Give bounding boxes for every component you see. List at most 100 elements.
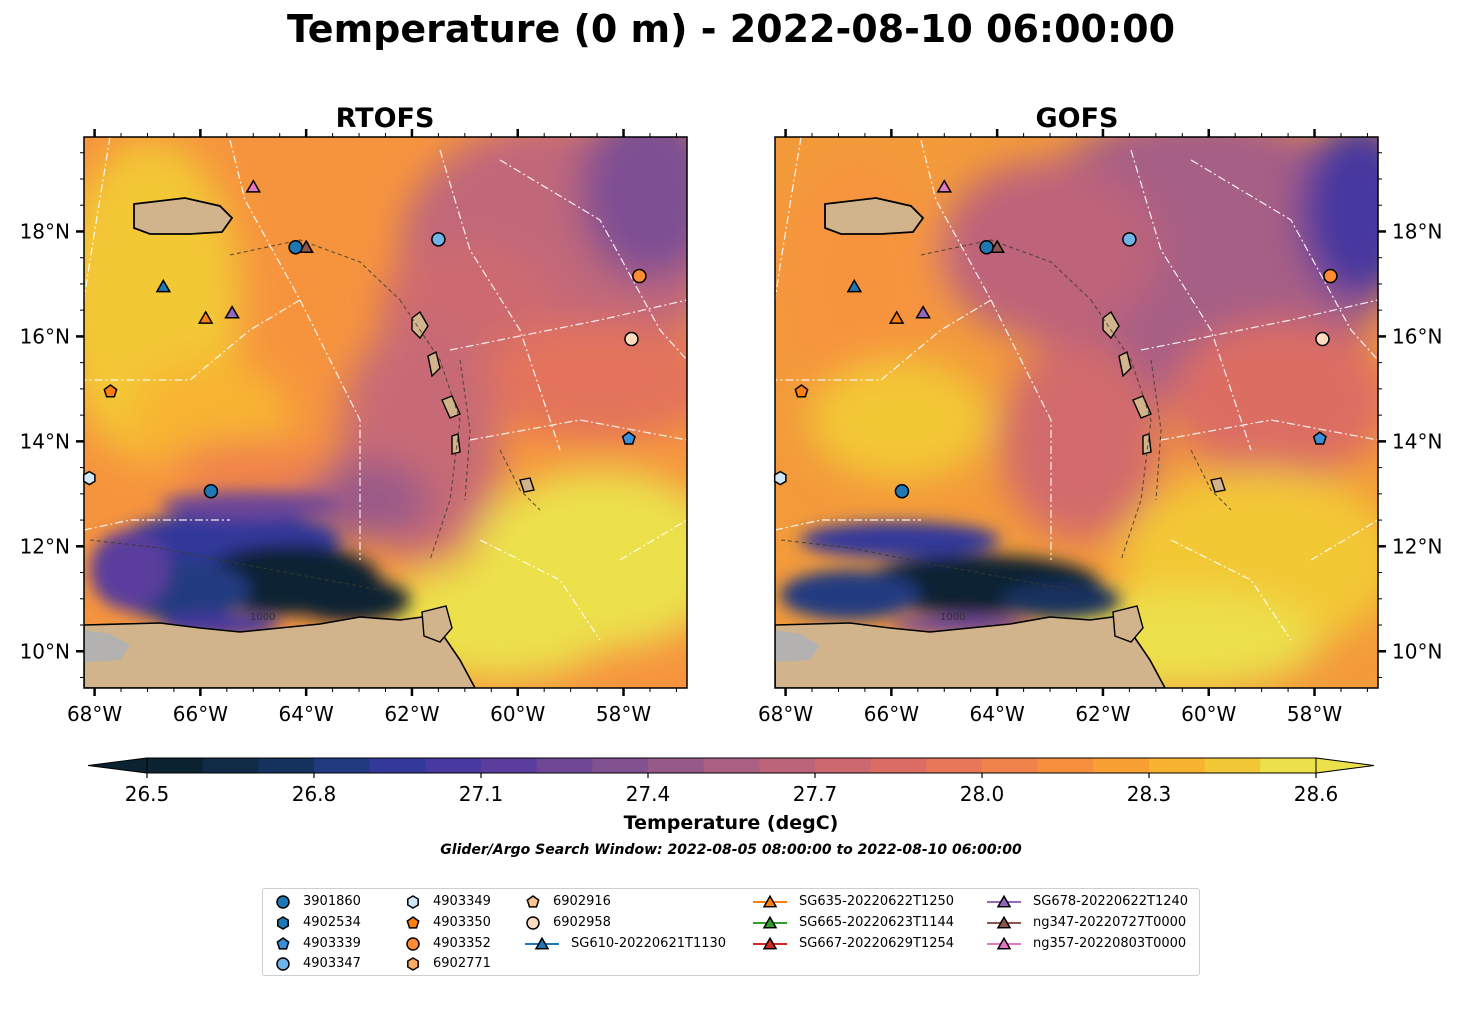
legend-marker-icon xyxy=(987,915,1021,929)
obs-marker-6902958 xyxy=(624,331,639,347)
legend-marker-icon xyxy=(277,916,289,930)
legend-marker xyxy=(762,894,778,908)
legend-marker xyxy=(534,936,550,950)
lat-tick-label: 18°N xyxy=(20,219,70,243)
legend-marker-icon xyxy=(753,915,787,929)
lat-tick-label: 10°N xyxy=(1392,639,1442,663)
legend-marker-icon xyxy=(407,895,419,909)
lon-tick-label: 60°W xyxy=(1181,702,1236,726)
legend-marker xyxy=(526,916,540,930)
obs-marker-4903347 xyxy=(1122,232,1137,247)
colorbar-tick-label: 27.4 xyxy=(626,782,671,806)
obs-marker-4903349 xyxy=(82,470,96,486)
obs-marker-SG610-20220621T1130 xyxy=(846,278,863,293)
legend-marker-icon xyxy=(987,936,1021,950)
legend-marker xyxy=(406,937,420,951)
contour-label-gofs: 1000 xyxy=(940,612,965,623)
legend-label: 6902771 xyxy=(433,956,491,971)
colorbar-label: Temperature (degC) xyxy=(624,812,839,834)
legend-label: 6902958 xyxy=(553,915,611,930)
colorbar-segment xyxy=(1204,758,1261,773)
legend-marker xyxy=(996,894,1012,908)
axis-ticks: 68°W 66°W 64°W 62°W 60°W 58°W 18°N 16°N 14°N 12°N… xyxy=(20,129,1442,726)
lat-tick-label: 14°N xyxy=(1392,429,1442,453)
legend-marker xyxy=(407,895,419,909)
legend-label: 4903347 xyxy=(303,956,361,971)
obs-marker-4903347 xyxy=(431,232,446,247)
legend-marker-icon xyxy=(526,916,540,930)
colorbar-segment xyxy=(1093,758,1150,773)
legend-label: 4903352 xyxy=(433,936,491,951)
colorbar-segment xyxy=(1037,758,1094,773)
lon-tick-label: 68°W xyxy=(67,702,122,726)
colorbar-segment xyxy=(926,758,983,773)
legend-marker xyxy=(407,957,419,971)
legend-label: SG665-20220623T1144 xyxy=(799,915,955,930)
lat-tick-label: 16°N xyxy=(20,324,70,348)
legend-marker xyxy=(276,957,290,971)
lon-tick-label: 66°W xyxy=(173,702,228,726)
colorbar-tick-label: 28.3 xyxy=(1127,782,1172,806)
colorbar-segment xyxy=(815,758,872,773)
obs-marker-SG610-20220621T1130 xyxy=(155,278,172,293)
obs-marker-ng347-20220727T0000 xyxy=(298,239,314,253)
lon-tick-label: 62°W xyxy=(384,702,439,726)
colorbar-tick-label: 26.5 xyxy=(125,782,170,806)
legend-marker xyxy=(276,895,290,909)
legend-label: 6902916 xyxy=(553,894,611,909)
legend-label: ng357-20220803T0000 xyxy=(1033,936,1187,951)
legend-marker-icon xyxy=(276,957,290,971)
lat-tick-label: 10°N xyxy=(20,639,70,663)
colorbar-tick-label: 26.8 xyxy=(292,782,337,806)
colorbar-tick-label: 27.1 xyxy=(459,782,504,806)
legend-marker-icon xyxy=(406,916,420,929)
legend-marker xyxy=(762,936,778,950)
lat-tick-label: 12°N xyxy=(20,534,70,558)
colorbar-segment xyxy=(592,758,649,773)
colorbar-tick-label: 28.6 xyxy=(1294,782,1339,806)
legend-marker xyxy=(762,915,778,929)
obs-marker-4903350 xyxy=(794,384,809,398)
legend-marker xyxy=(406,916,420,929)
obs-marker-SG678-20220622T1240 xyxy=(224,305,240,319)
obs-marker-4903339 xyxy=(621,431,636,445)
lat-tick-label: 14°N xyxy=(20,429,70,453)
legend-marker-icon xyxy=(407,957,419,971)
contour-label-rtofs: 1000 xyxy=(250,612,275,623)
colorbar-segment xyxy=(870,758,927,773)
legend-label: 4903349 xyxy=(433,894,491,909)
lon-tick-label: 58°W xyxy=(596,702,651,726)
obs-marker-4903352 xyxy=(1323,268,1338,284)
obs-marker-3901860 xyxy=(894,483,910,499)
obs-marker-SG635-20220622T1250 xyxy=(888,310,905,324)
legend-marker xyxy=(276,937,290,950)
legend-marker-icon xyxy=(753,936,787,950)
legend-label: 3901860 xyxy=(303,894,361,909)
colorbar-segment xyxy=(1260,758,1317,773)
obs-marker-4903349 xyxy=(773,470,787,486)
colorbar-segment xyxy=(314,758,371,773)
colorbar-segment xyxy=(147,758,204,773)
legend-marker xyxy=(996,936,1012,950)
panel-title-gofs: GOFS xyxy=(1035,103,1118,134)
colorbar-tick-label: 28.0 xyxy=(960,782,1005,806)
obs-marker-SG635-20220622T1250 xyxy=(197,310,214,324)
colorbar-segment xyxy=(258,758,315,773)
obs-marker-SG678-20220622T1240 xyxy=(915,305,931,319)
legend-label: SG635-20220622T1250 xyxy=(799,894,955,909)
lat-tick-label: 12°N xyxy=(1392,534,1442,558)
panel-title-rtofs: RTOFS xyxy=(336,103,435,134)
legend-label: SG678-20220622T1240 xyxy=(1033,894,1189,909)
colorbar-segment xyxy=(369,758,426,773)
lon-tick-label: 64°W xyxy=(279,702,334,726)
legend-label: SG667-20220629T1254 xyxy=(799,936,955,951)
legend-label: 4902534 xyxy=(303,915,361,930)
colorbar-segment xyxy=(481,758,538,773)
observation-markers xyxy=(82,179,1338,499)
colorbar-segment xyxy=(982,758,1039,773)
legend-marker xyxy=(277,916,289,930)
map-panel-gofs: 1000 xyxy=(775,137,1378,688)
obs-marker-ng347-20220727T0000 xyxy=(989,239,1005,253)
lon-tick-label: 68°W xyxy=(758,702,813,726)
